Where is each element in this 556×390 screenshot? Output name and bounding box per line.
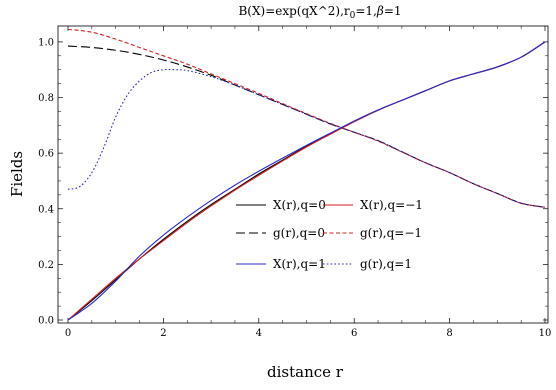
title-part-beta: β — [376, 4, 384, 18]
x-tick-label: 2 — [160, 328, 166, 339]
series-line-2 — [67, 45, 546, 208]
y-tick-label: 0.8 — [38, 93, 54, 104]
title-part-eq: =1, — [355, 4, 377, 18]
y-tick-label: 0.6 — [38, 149, 54, 160]
title-part-main: B(X)=exp(qX^2),r — [238, 4, 349, 18]
y-tick-label: 0.4 — [38, 204, 54, 215]
legend: X(r),q=0 X(r),q=−1 g(r),q=0 g(r),q=−1 X(r),q… — [236, 198, 423, 271]
series-line-3 — [67, 28, 546, 208]
legend-label-1: X(r),q=−1 — [360, 198, 423, 212]
y-tick-label: 1.0 — [38, 37, 54, 48]
title-part-subscript: 0 — [350, 11, 356, 21]
axis-ticks — [58, 26, 548, 323]
x-tick-label: 6 — [351, 328, 357, 339]
series-group — [67, 28, 546, 321]
legend-label-4: X(r),q=1 — [273, 257, 326, 271]
series-line-4 — [67, 41, 546, 321]
chart-title: B(X)=exp(qX^2),r0=1,β=1 — [238, 4, 401, 21]
y-tick-label: 0.0 — [38, 316, 54, 327]
legend-label-2: g(r),q=0 — [273, 226, 325, 240]
plot-frame — [57, 25, 549, 324]
x-tick-label: 10 — [539, 328, 552, 339]
series-line-0 — [67, 41, 546, 321]
legend-label-3: g(r),q=−1 — [360, 226, 422, 240]
y-tick-label: 0.2 — [38, 260, 54, 271]
title-part-end: =1 — [384, 4, 402, 18]
legend-label-5: g(r),q=1 — [360, 257, 412, 271]
series-line-5 — [67, 68, 546, 208]
series-line-1 — [67, 41, 546, 321]
legend-label-0: X(r),q=0 — [273, 198, 326, 212]
x-tick-label: 0 — [65, 328, 71, 339]
y-axis-label: Fields — [8, 151, 26, 197]
x-tick-label: 8 — [446, 328, 452, 339]
x-axis-label: distance r — [267, 363, 344, 381]
x-tick-label: 4 — [256, 328, 262, 339]
tick-labels: 0 2 4 6 8 10 0.0 0.2 0.4 0.6 0.8 1.0 — [38, 37, 551, 339]
